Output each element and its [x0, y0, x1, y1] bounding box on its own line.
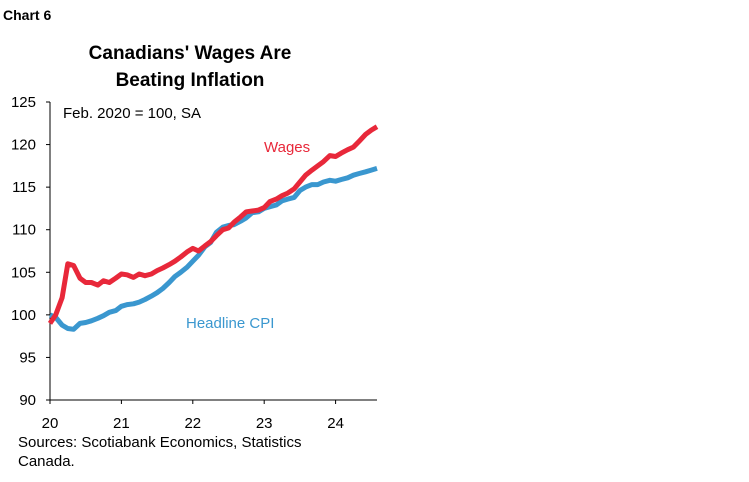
series-lines — [47, 124, 379, 332]
y-tick-label: 115 — [12, 179, 36, 196]
series-label-wages: Wages — [264, 139, 310, 156]
x-tick-label: 20 — [42, 415, 59, 432]
series-label-headline-cpi: Headline CPI — [186, 315, 274, 332]
y-tick-label: 120 — [11, 137, 36, 154]
series-line-headline-cpi — [48, 166, 378, 332]
x-tick-label: 23 — [256, 415, 273, 432]
y-tick-label: 125 — [11, 94, 36, 111]
sources-line-2: Canada. — [18, 453, 75, 470]
x-tick-label: 24 — [327, 415, 344, 432]
chart-title: Canadians' Wages Are Beating Inflation — [50, 40, 330, 94]
series-line-wages — [47, 124, 379, 325]
y-tick-label: 110 — [12, 222, 36, 239]
y-tick-label: 90 — [19, 392, 36, 409]
x-tick-label: 22 — [184, 415, 201, 432]
chart-title-line-2: Beating Inflation — [115, 70, 265, 91]
chart-title-line-1: Canadians' Wages Are — [88, 43, 292, 64]
axes: 125 120 115 110 105 100 95 90 20 21 22 23 24 — [11, 94, 377, 432]
y-tick-label: 100 — [11, 307, 36, 324]
y-tick-label: 105 — [11, 264, 36, 281]
y-tick-label: 95 — [19, 349, 36, 366]
scale-annotation: Feb. 2020 = 100, SA — [63, 105, 201, 122]
x-tick-label: 21 — [113, 415, 130, 432]
sources-note: Sources: Scotiabank Economics, Statistic… — [18, 433, 348, 471]
sources-line-1: Sources: Scotiabank Economics, Statistic… — [18, 434, 302, 451]
chart-label: Chart 6 — [3, 7, 52, 23]
